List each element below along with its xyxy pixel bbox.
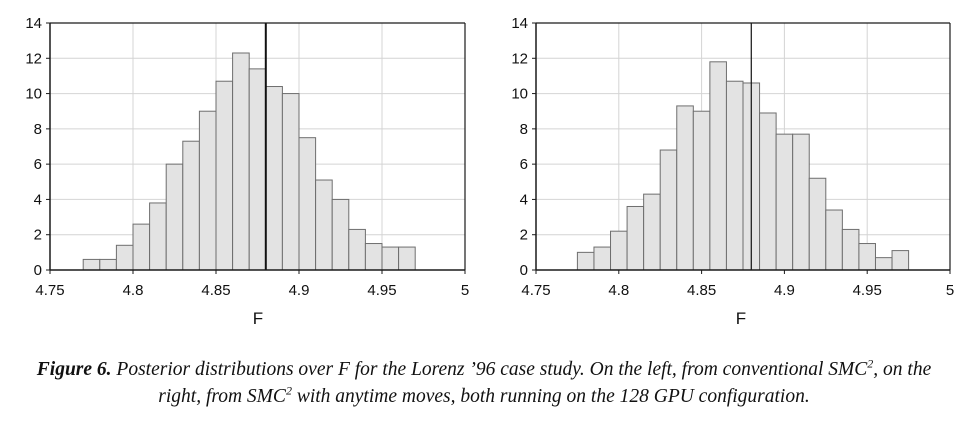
histogram-bar: [725, 80, 744, 271]
histogram-bar: [792, 133, 810, 271]
y-tick-label: 12: [511, 50, 528, 67]
histogram-bar: [298, 137, 317, 271]
x-tick-label: 4.85: [687, 282, 716, 299]
y-tick-label: 6: [34, 156, 42, 173]
y-tick-label: 4: [34, 191, 42, 208]
histogram-bar: [841, 228, 860, 271]
histogram-bar: [149, 202, 167, 271]
histogram-bar: [891, 250, 910, 271]
histogram-bar: [626, 205, 645, 271]
histogram-bar: [265, 86, 283, 271]
caption-label: Figure 6.: [36, 359, 112, 380]
y-tick-label: 2: [34, 227, 42, 244]
y-tick-label: 8: [520, 121, 528, 138]
histogram-bar: [398, 246, 416, 271]
histogram-bar: [825, 209, 843, 271]
y-tick-label: 4: [520, 191, 528, 208]
histogram-bar: [858, 243, 876, 271]
histogram-bar: [709, 61, 727, 271]
x-tick-label: 4.8: [123, 282, 144, 299]
histogram-bar: [643, 193, 661, 271]
y-tick-label: 8: [34, 121, 42, 138]
x-axis-label: F: [736, 309, 746, 328]
histogram-left: 0 2 4 6 8 10 12 14 4.75 4.8 4.85 4.9 4.95 5 F: [25, 15, 469, 328]
histogram-bar: [132, 223, 151, 271]
caption-text-3: with anytime moves, both running on the …: [291, 386, 810, 407]
histogram-bar: [610, 230, 628, 271]
histogram-bar: [281, 93, 300, 271]
histogram-bar: [775, 133, 794, 271]
histogram-bar: [115, 244, 134, 271]
y-tick-label: 10: [511, 86, 528, 103]
y-tick-label: 14: [511, 15, 528, 32]
histogram-bar: [692, 110, 711, 271]
x-tick-label: 4.95: [367, 282, 396, 299]
histogram-bar: [248, 68, 267, 271]
histogram-bar: [874, 257, 893, 271]
caption-superscript-1: 2: [867, 356, 874, 371]
x-tick-label: 4.8: [608, 282, 629, 299]
histogram-bar: [165, 163, 184, 271]
y-tick-label: 12: [25, 50, 42, 67]
y-tick-label: 14: [25, 15, 42, 32]
x-tick-label: 4.95: [853, 282, 882, 299]
histogram-bar: [676, 105, 694, 271]
caption-superscript-2: 2: [285, 383, 292, 398]
x-tick-label: 5: [461, 282, 469, 299]
x-tick-label: 4.85: [201, 282, 230, 299]
y-tick-label: 0: [520, 262, 528, 279]
histogram-bar: [82, 258, 101, 271]
figure-caption: Figure 6. Posterior distributions over F…: [20, 356, 948, 410]
x-tick-label: 4.9: [774, 282, 795, 299]
x-tick-label: 4.75: [35, 282, 64, 299]
histogram-bar: [182, 140, 200, 271]
histogram-right: 0 2 4 6 8 10 12 14 4.75 4.8 4.85 4.9 4.95 5 F: [511, 15, 954, 328]
histogram-bar: [198, 110, 217, 271]
histogram-bar: [576, 251, 595, 271]
histogram-bar: [759, 112, 777, 271]
histogram-bar: [215, 80, 234, 271]
caption-text-2: , on the right, from SMC: [158, 359, 932, 407]
y-tick-label: 2: [520, 227, 528, 244]
histogram-bar: [381, 246, 400, 271]
histogram-bar: [232, 52, 250, 271]
y-tick-label: 0: [34, 262, 42, 279]
histogram-bar: [331, 198, 350, 271]
y-tick-label: 6: [520, 156, 528, 173]
histogram-bar: [808, 177, 827, 271]
histogram-bar: [315, 179, 333, 271]
y-tick-label: 10: [25, 86, 42, 103]
histogram-bar: [593, 246, 612, 271]
x-tick-label: 4.9: [289, 282, 310, 299]
histogram-bar: [659, 149, 678, 271]
histogram-bar: [348, 228, 366, 271]
caption-text-1: Posterior distributions over F for the L…: [111, 359, 868, 380]
x-axis-label: F: [253, 309, 263, 328]
histogram-bar: [364, 243, 383, 271]
x-tick-label: 5: [946, 282, 954, 299]
x-tick-label: 4.75: [521, 282, 550, 299]
histogram-bar: [99, 258, 117, 271]
